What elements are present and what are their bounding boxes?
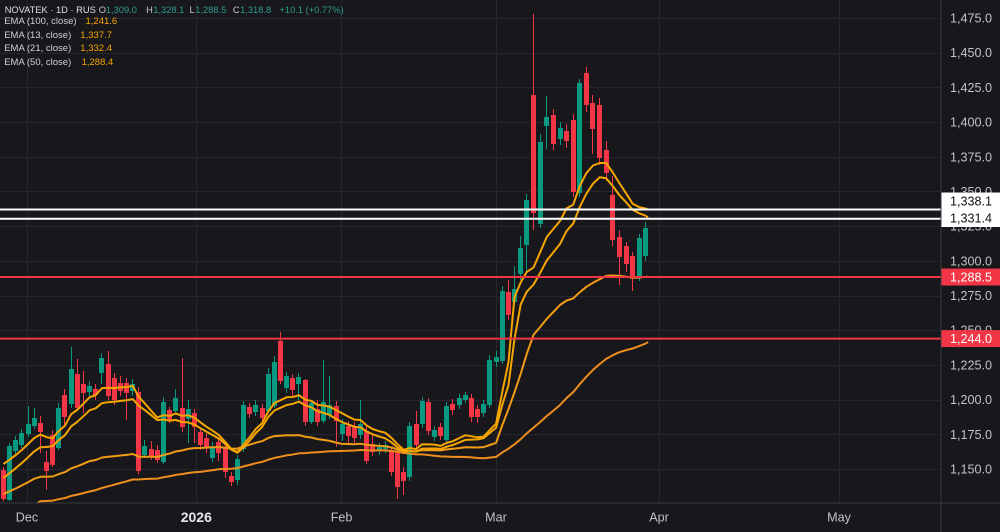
svg-text:Apr: Apr [649,511,669,525]
svg-text:1,475.0: 1,475.0 [950,12,992,26]
svg-text:1,400.0: 1,400.0 [950,116,992,130]
svg-text:1,244.0: 1,244.0 [950,332,992,346]
svg-text:1,338.1: 1,338.1 [950,195,992,209]
svg-text:Mar: Mar [485,511,507,525]
svg-text:1,450.0: 1,450.0 [950,46,992,60]
svg-text:1,331.4: 1,331.4 [950,212,992,226]
svg-text:Dec: Dec [16,511,38,525]
svg-text:1,225.0: 1,225.0 [950,358,992,372]
svg-text:1,200.0: 1,200.0 [950,393,992,407]
svg-text:1,375.0: 1,375.0 [950,150,992,164]
svg-text:May: May [827,511,851,525]
svg-text:1,175.0: 1,175.0 [950,428,992,442]
svg-text:1,275.0: 1,275.0 [950,289,992,303]
svg-text:Feb: Feb [331,511,353,525]
svg-text:1,150.0: 1,150.0 [950,463,992,477]
svg-text:1,300.0: 1,300.0 [950,254,992,268]
svg-text:2026: 2026 [181,509,212,525]
svg-text:1,288.5: 1,288.5 [950,271,992,285]
svg-text:1,425.0: 1,425.0 [950,81,992,95]
